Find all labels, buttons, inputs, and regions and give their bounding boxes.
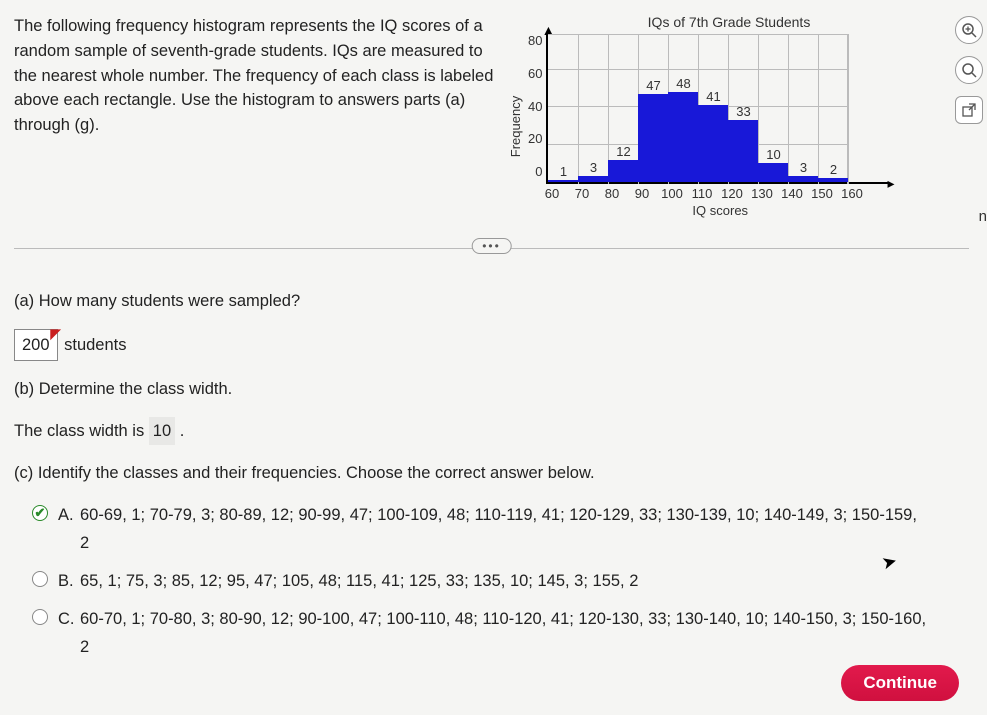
chart-title: IQs of 7th Grade Students bbox=[504, 14, 924, 30]
zoom-in-icon[interactable] bbox=[955, 16, 983, 44]
side-text: n bbox=[979, 208, 987, 225]
bar-frequency-label: 48 bbox=[668, 76, 698, 91]
histogram-bar: 33 bbox=[728, 120, 758, 182]
bar-frequency-label: 3 bbox=[578, 160, 608, 175]
bar-frequency-label: 3 bbox=[788, 160, 818, 175]
radio-c[interactable] bbox=[32, 609, 48, 625]
part-c-prompt: (c) Identify the classes and their frequ… bbox=[14, 459, 969, 487]
x-axis-arrow: ▸ bbox=[887, 175, 894, 192]
choice-c[interactable]: C. 60-70, 1; 70-80, 3; 80-90, 12; 90-100… bbox=[14, 605, 969, 661]
radio-a[interactable]: ✔ bbox=[32, 505, 48, 521]
histogram-bar: 3 bbox=[578, 176, 608, 182]
histogram-bar: 47 bbox=[638, 94, 668, 182]
bar-frequency-label: 1 bbox=[548, 164, 578, 179]
histogram-bar: 3 bbox=[788, 176, 818, 182]
histogram-bar: 10 bbox=[758, 163, 788, 182]
histogram-bar: 12 bbox=[608, 160, 638, 183]
bar-frequency-label: 47 bbox=[638, 78, 668, 93]
choice-a-text: 60-69, 1; 70-79, 3; 80-89, 12; 90-99, 47… bbox=[80, 501, 969, 557]
correct-mark-icon: ◤ bbox=[51, 323, 61, 345]
bar-frequency-label: 12 bbox=[608, 144, 638, 159]
part-b-answer-input[interactable]: 10 bbox=[149, 417, 175, 445]
choice-b-text: 65, 1; 75, 3; 85, 12; 95, 47; 105, 48; 1… bbox=[80, 567, 969, 595]
part-b-prompt: (b) Determine the class width. bbox=[14, 375, 969, 403]
histogram-bar: 1 bbox=[548, 180, 578, 182]
question-intro: The following frequency histogram repres… bbox=[14, 14, 504, 138]
bar-frequency-label: 2 bbox=[818, 162, 848, 177]
bar-frequency-label: 33 bbox=[728, 104, 758, 119]
bar-frequency-label: 10 bbox=[758, 147, 788, 162]
x-axis-label: IQ scores bbox=[528, 203, 888, 218]
y-axis-ticks: 80 60 40 20 0 bbox=[528, 34, 546, 178]
radio-b[interactable] bbox=[32, 571, 48, 587]
histogram-bar: 48 bbox=[668, 92, 698, 182]
choice-c-text: 60-70, 1; 70-80, 3; 80-90, 12; 90-100, 4… bbox=[80, 605, 969, 661]
zoom-icon[interactable] bbox=[955, 56, 983, 84]
choice-a[interactable]: ✔ A. 60-69, 1; 70-79, 3; 80-89, 12; 90-9… bbox=[14, 501, 969, 557]
part-a-suffix: students bbox=[64, 336, 126, 354]
popout-icon[interactable] bbox=[955, 96, 983, 124]
histogram-bar: 2 bbox=[818, 178, 848, 182]
bar-frequency-label: 41 bbox=[698, 89, 728, 104]
y-axis-label: Frequency bbox=[509, 95, 524, 156]
continue-button[interactable]: Continue bbox=[841, 665, 959, 701]
check-icon: ✔ bbox=[35, 502, 46, 524]
plot-area: ▲ ▸ 1312474841331032 bbox=[546, 34, 888, 184]
choice-b[interactable]: B. 65, 1; 75, 3; 85, 12; 95, 47; 105, 48… bbox=[14, 567, 969, 595]
histogram-bar: 41 bbox=[698, 105, 728, 182]
expand-button[interactable]: ••• bbox=[471, 238, 512, 254]
part-a-prompt: (a) How many students were sampled? bbox=[14, 287, 969, 315]
x-axis-ticks: 60 70 80 90 100 110 120 130 140 150 160 bbox=[552, 184, 888, 201]
histogram-chart: IQs of 7th Grade Students Frequency 80 6… bbox=[504, 14, 924, 218]
chart-toolbox bbox=[955, 16, 983, 124]
part-a-answer-input[interactable]: 200 ◤ bbox=[14, 329, 58, 361]
